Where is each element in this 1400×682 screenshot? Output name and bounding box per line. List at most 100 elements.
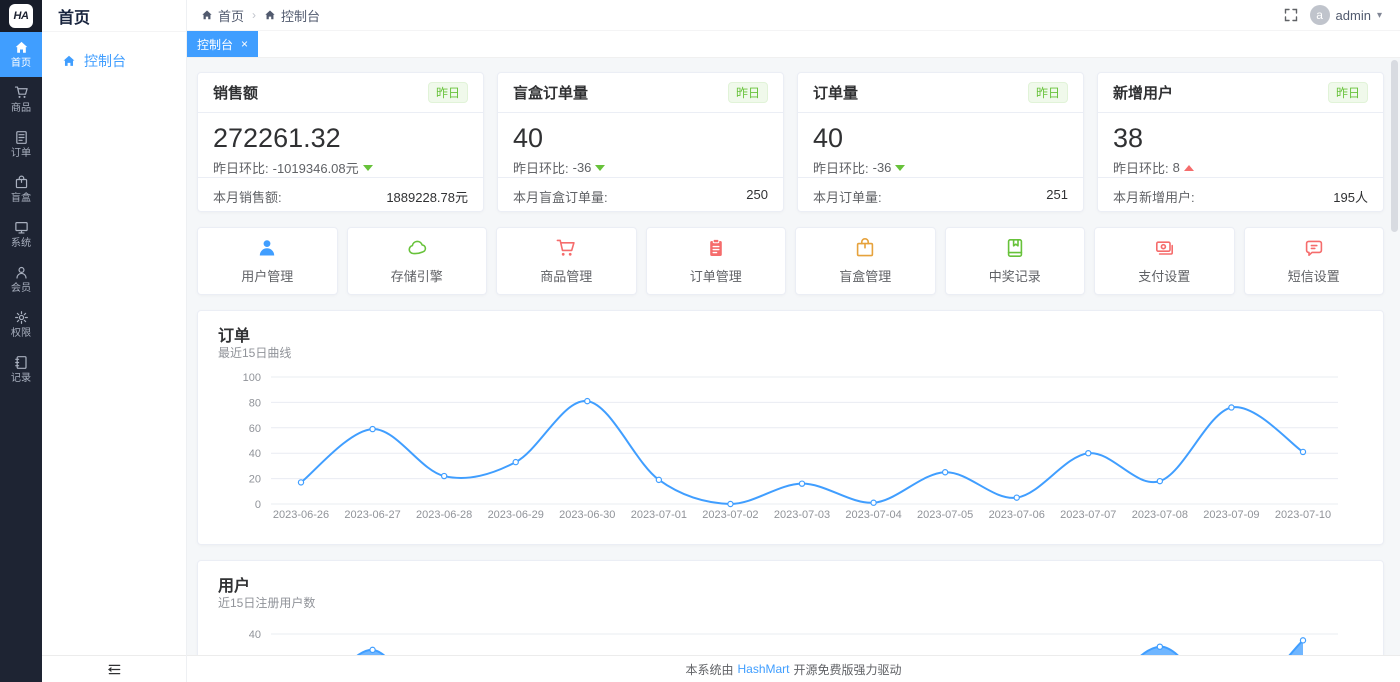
svg-text:2023-07-02: 2023-07-02 [702, 509, 758, 521]
tab-console[interactable]: 控制台 × [187, 31, 259, 57]
breadcrumb-label: 首页 [218, 8, 245, 24]
tab-close-icon[interactable]: × [241, 37, 249, 51]
logo-badge: HA [9, 4, 33, 28]
quick-actions-row: 用户管理 存储引擎 商品管理 订单管理 盲盒管理 中奖记录 支付设置 短信设置 [197, 227, 1384, 295]
stat-footer-label: 本月新增用户: [1113, 190, 1195, 205]
quick-action-label: 订单管理 [689, 269, 742, 284]
quick-action-label: 盲盒管理 [839, 269, 892, 284]
quick-action-label: 支付设置 [1138, 269, 1191, 284]
fullscreen-button[interactable] [1284, 8, 1298, 22]
svg-text:2023-07-04: 2023-07-04 [845, 509, 901, 521]
sidebar-footer [42, 655, 186, 682]
cart-icon [556, 239, 575, 257]
svg-text:2023-06-27: 2023-06-27 [344, 509, 400, 521]
breadcrumb-item-home[interactable]: 首页 [201, 6, 244, 25]
sidebar-item-home[interactable]: 首页 [0, 32, 42, 77]
page-footer: 本系统由 HashMart 开源免费版强力驱动 [187, 655, 1400, 682]
order-doc-icon [15, 131, 27, 144]
compare-value: -36 [572, 160, 592, 175]
chart-subtitle: 最近15日曲线 [218, 346, 292, 360]
compare-value: 8 [1172, 160, 1180, 175]
sidebar-item-label: 会员 [10, 282, 32, 294]
orders-chart-card: 订单 最近15日曲线 100 80 60 40 20 0 2023-06-26 2023-06… [197, 310, 1384, 545]
clipboard-icon [709, 238, 723, 257]
vertical-scrollbar[interactable] [1391, 60, 1398, 232]
quick-action-user-management[interactable]: 用户管理 [197, 227, 338, 295]
user-menu[interactable]: a admin ▾ [1309, 5, 1382, 25]
svg-text:2023-07-10: 2023-07-10 [1275, 509, 1331, 521]
home-icon [63, 55, 75, 66]
quick-action-order-management[interactable]: 订单管理 [645, 227, 786, 295]
quick-action-goods-management[interactable]: 商品管理 [496, 227, 637, 295]
username: admin [1335, 7, 1371, 23]
stat-title: 新增用户 [1113, 85, 1174, 102]
stat-title: 订单量 [813, 85, 859, 102]
quick-action-payment-settings[interactable]: 支付设置 [1094, 227, 1235, 295]
sidebar-item-label: 权限 [10, 327, 32, 339]
svg-text:80: 80 [249, 397, 261, 409]
sidebar-item-orders[interactable]: 订单 [0, 122, 42, 167]
quick-action-sms-settings[interactable]: 短信设置 [1243, 227, 1384, 295]
sidebar-item-label: 记录 [10, 372, 32, 384]
sidebar-item-permissions[interactable]: 权限 [0, 302, 42, 347]
header-actions: a admin ▾ [1284, 5, 1382, 25]
breadcrumb-item-console[interactable]: 控制台 [264, 6, 320, 25]
svg-text:60: 60 [249, 423, 261, 435]
stat-value: 272261.32 [213, 123, 341, 153]
quick-action-label: 商品管理 [540, 269, 593, 284]
sidebar-item-goods[interactable]: 商品 [0, 77, 42, 122]
cart-icon [14, 86, 28, 99]
trend-down-icon [895, 164, 906, 171]
sidebar-item-members[interactable]: 会员 [0, 257, 42, 302]
compare-label: 昨日环比: [1113, 161, 1169, 176]
record-book-icon [14, 356, 27, 369]
quick-action-storage-engine[interactable]: 存储引擎 [346, 227, 487, 295]
orders-line-chart[interactable]: 100 80 60 40 20 0 2023-06-26 2023-06-27 2023-06-… [198, 311, 1385, 546]
svg-text:2023-06-26: 2023-06-26 [273, 509, 329, 521]
menu-fold-icon[interactable] [107, 662, 122, 677]
app-logo[interactable]: HA [0, 0, 42, 32]
sidebar-item-blindbox[interactable]: 盲盒 [0, 167, 42, 212]
footer-brand-link[interactable]: HashMart [737, 662, 790, 676]
stat-value: 40 [813, 123, 844, 153]
quick-action-winning-records[interactable]: 中奖记录 [944, 227, 1085, 295]
gear-icon [14, 311, 28, 324]
footer-text: 本系统由 [685, 662, 734, 677]
stat-footer-value: 1889228.78元 [386, 190, 468, 205]
stat-footer-value: 195人 [1333, 190, 1368, 205]
svg-text:2023-06-28: 2023-06-28 [416, 509, 472, 521]
chart-title: 订单 [218, 328, 251, 345]
sidebar-item-label: 首页 [10, 57, 32, 69]
secondary-sidebar: 首页 控制台 [42, 0, 187, 682]
subnav-item-label: 控制台 [84, 53, 126, 69]
footer-text: 开源免费版强力驱动 [793, 662, 902, 677]
avatar: a [1309, 5, 1330, 25]
svg-text:2023-07-09: 2023-07-09 [1203, 509, 1259, 521]
quick-action-label: 存储引擎 [390, 269, 443, 284]
svg-text:2023-06-30: 2023-06-30 [559, 509, 615, 521]
quick-action-blindbox-management[interactable]: 盲盒管理 [795, 227, 936, 295]
compare-value: -36 [872, 160, 892, 175]
svg-text:2023-07-08: 2023-07-08 [1132, 509, 1188, 521]
box-icon [15, 175, 27, 189]
tab-label: 控制台 [197, 37, 234, 52]
svg-text:40: 40 [249, 629, 261, 641]
home-icon [265, 10, 275, 20]
stat-title: 销售额 [213, 85, 259, 102]
quick-action-label: 短信设置 [1287, 269, 1340, 284]
svg-text:0: 0 [255, 499, 261, 511]
trend-down-icon [362, 164, 373, 171]
stat-cards-row: 销售额 昨日 272261.32 昨日环比: -1019346.08元 本月销售… [197, 72, 1384, 212]
sidebar-item-records[interactable]: 记录 [0, 347, 42, 392]
status-badge: 昨日 [427, 82, 468, 103]
gift-box-icon [857, 238, 874, 257]
user-icon [260, 240, 275, 256]
subnav-item-console[interactable]: 控制台 [42, 44, 186, 78]
tab-bar: 控制台 × [187, 31, 1400, 58]
svg-text:2023-06-29: 2023-06-29 [488, 509, 544, 521]
svg-text:40: 40 [249, 448, 261, 460]
sidebar-item-system[interactable]: 系统 [0, 212, 42, 257]
monitor-icon [14, 222, 28, 234]
chart-subtitle: 近15日注册用户数 [218, 596, 316, 610]
sidebar-item-label: 盲盒 [10, 192, 32, 204]
